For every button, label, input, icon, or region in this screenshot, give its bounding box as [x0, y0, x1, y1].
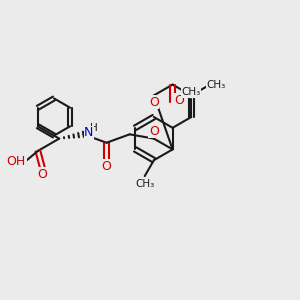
Text: O: O: [149, 124, 159, 138]
Text: O: O: [174, 94, 184, 107]
Text: CH₃: CH₃: [182, 87, 201, 97]
Text: O: O: [149, 95, 159, 109]
Text: O: O: [102, 160, 112, 173]
Text: CH₃: CH₃: [207, 80, 226, 90]
Text: H: H: [90, 123, 98, 133]
Text: OH: OH: [7, 155, 26, 169]
Text: CH₃: CH₃: [135, 178, 154, 189]
Text: O: O: [38, 168, 47, 181]
Text: N: N: [84, 126, 94, 139]
